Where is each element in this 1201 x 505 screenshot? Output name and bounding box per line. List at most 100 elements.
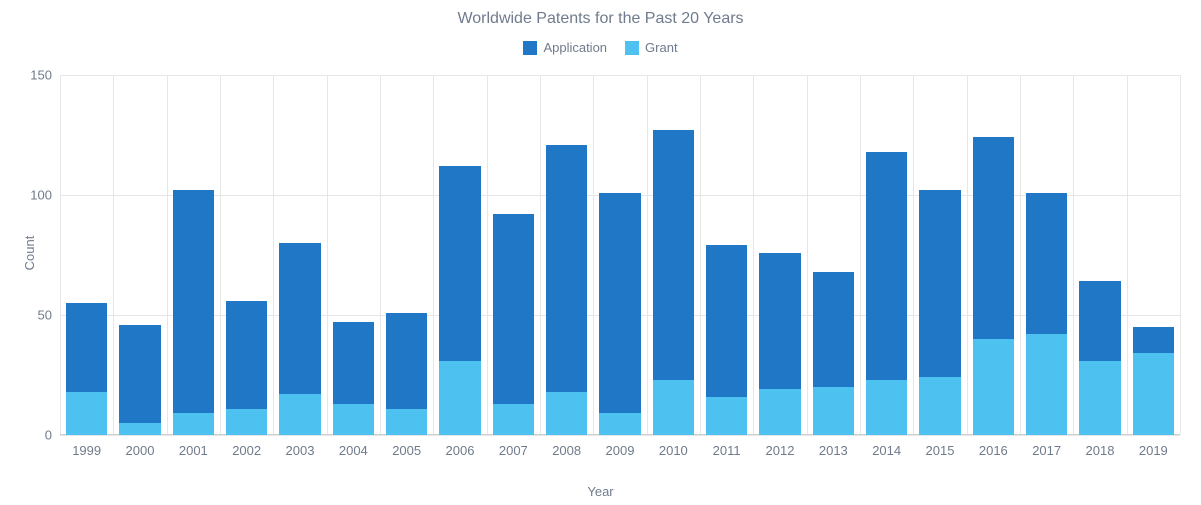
chart-title: Worldwide Patents for the Past 20 Years xyxy=(0,10,1201,28)
gridline-x xyxy=(593,75,594,435)
y-tick-label: 150 xyxy=(30,68,60,83)
bar-segment-application[interactable] xyxy=(653,130,695,380)
bar[interactable] xyxy=(866,152,908,435)
bar[interactable] xyxy=(1079,281,1121,435)
bar[interactable] xyxy=(973,137,1015,435)
bar-segment-grant[interactable] xyxy=(66,392,108,435)
bar-segment-grant[interactable] xyxy=(226,409,268,435)
bar[interactable] xyxy=(66,303,108,435)
gridline-x xyxy=(327,75,328,435)
bar-segment-application[interactable] xyxy=(813,272,855,387)
bar-segment-application[interactable] xyxy=(66,303,108,392)
gridline-x xyxy=(380,75,381,435)
gridline-y xyxy=(60,75,1180,76)
bar[interactable] xyxy=(439,166,481,435)
x-tick-label: 2002 xyxy=(232,435,261,458)
x-tick-label: 2008 xyxy=(552,435,581,458)
bar-segment-grant[interactable] xyxy=(973,339,1015,435)
gridline-x xyxy=(860,75,861,435)
bar-segment-application[interactable] xyxy=(173,190,215,413)
bar-segment-application[interactable] xyxy=(706,245,748,396)
gridline-x xyxy=(60,75,61,435)
bar[interactable] xyxy=(919,190,961,435)
bar[interactable] xyxy=(279,243,321,435)
bar-segment-grant[interactable] xyxy=(653,380,695,435)
gridline-x xyxy=(167,75,168,435)
plot-area: 0501001501999200020012002200320042005200… xyxy=(60,75,1180,435)
y-tick-label: 0 xyxy=(45,428,60,443)
bar-segment-application[interactable] xyxy=(386,313,428,409)
bar-segment-application[interactable] xyxy=(333,322,375,404)
x-tick-label: 2018 xyxy=(1086,435,1115,458)
gridline-x xyxy=(540,75,541,435)
bar-segment-application[interactable] xyxy=(439,166,481,360)
x-tick-label: 2003 xyxy=(286,435,315,458)
bar-segment-grant[interactable] xyxy=(173,413,215,435)
bar-segment-application[interactable] xyxy=(866,152,908,380)
bar[interactable] xyxy=(706,245,748,435)
bar-segment-grant[interactable] xyxy=(386,409,428,435)
bar-segment-grant[interactable] xyxy=(279,394,321,435)
x-tick-label: 2014 xyxy=(872,435,901,458)
bar-segment-application[interactable] xyxy=(546,145,588,392)
x-tick-label: 2001 xyxy=(179,435,208,458)
bar-segment-application[interactable] xyxy=(599,193,641,414)
bar[interactable] xyxy=(1133,327,1175,435)
x-tick-label: 2012 xyxy=(766,435,795,458)
bar-segment-application[interactable] xyxy=(119,325,161,423)
bar[interactable] xyxy=(333,322,375,435)
bar[interactable] xyxy=(493,214,535,435)
bar[interactable] xyxy=(173,190,215,435)
gridline-x xyxy=(700,75,701,435)
bar-segment-grant[interactable] xyxy=(119,423,161,435)
bar-segment-grant[interactable] xyxy=(813,387,855,435)
gridline-x xyxy=(1180,75,1181,435)
bar-segment-grant[interactable] xyxy=(759,389,801,435)
bar[interactable] xyxy=(546,145,588,435)
bar-segment-grant[interactable] xyxy=(439,361,481,435)
legend-swatch-application xyxy=(523,41,537,55)
legend-item-grant[interactable]: Grant xyxy=(625,40,678,55)
bar-segment-application[interactable] xyxy=(279,243,321,394)
bar[interactable] xyxy=(759,253,801,435)
bar[interactable] xyxy=(599,193,641,435)
x-tick-label: 2007 xyxy=(499,435,528,458)
bar-segment-grant[interactable] xyxy=(599,413,641,435)
bar-segment-grant[interactable] xyxy=(866,380,908,435)
bar[interactable] xyxy=(813,272,855,435)
bar-segment-grant[interactable] xyxy=(1026,334,1068,435)
bar-segment-grant[interactable] xyxy=(706,397,748,435)
bar-segment-application[interactable] xyxy=(1079,281,1121,360)
x-tick-label: 2006 xyxy=(446,435,475,458)
x-tick-label: 2000 xyxy=(126,435,155,458)
gridline-x xyxy=(753,75,754,435)
bar[interactable] xyxy=(226,301,268,435)
bar[interactable] xyxy=(386,313,428,435)
bar-segment-grant[interactable] xyxy=(919,377,961,435)
bar-segment-application[interactable] xyxy=(1026,193,1068,335)
legend-item-application[interactable]: Application xyxy=(523,40,607,55)
legend-label-application: Application xyxy=(543,40,607,55)
bar-segment-application[interactable] xyxy=(226,301,268,409)
bar-segment-grant[interactable] xyxy=(493,404,535,435)
chart-legend: Application Grant xyxy=(0,40,1201,55)
x-axis-title: Year xyxy=(587,484,613,499)
bar-segment-application[interactable] xyxy=(493,214,535,404)
bar-segment-application[interactable] xyxy=(973,137,1015,339)
y-axis-title: Count xyxy=(22,235,37,270)
bar-segment-application[interactable] xyxy=(1133,327,1175,353)
x-tick-label: 2017 xyxy=(1032,435,1061,458)
bar[interactable] xyxy=(119,325,161,435)
patents-chart: Worldwide Patents for the Past 20 Years … xyxy=(0,0,1201,505)
bar-segment-grant[interactable] xyxy=(1133,353,1175,435)
bar[interactable] xyxy=(1026,193,1068,435)
bar-segment-application[interactable] xyxy=(919,190,961,377)
bar-segment-grant[interactable] xyxy=(546,392,588,435)
bar[interactable] xyxy=(653,130,695,435)
bar-segment-grant[interactable] xyxy=(333,404,375,435)
x-tick-label: 2019 xyxy=(1139,435,1168,458)
bar-segment-application[interactable] xyxy=(759,253,801,390)
bar-segment-grant[interactable] xyxy=(1079,361,1121,435)
gridline-x xyxy=(1020,75,1021,435)
x-tick-label: 2010 xyxy=(659,435,688,458)
